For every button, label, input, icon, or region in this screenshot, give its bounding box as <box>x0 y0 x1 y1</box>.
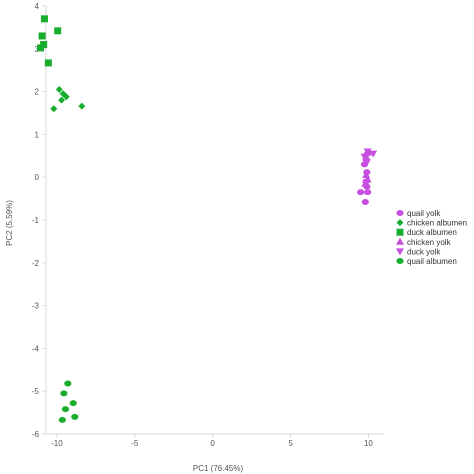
data-points <box>37 15 378 423</box>
y-tick-label: -3 <box>32 302 40 311</box>
data-point <box>362 159 371 167</box>
legend-label: duck albumen <box>407 228 457 237</box>
data-point <box>360 153 369 161</box>
legend-marker <box>396 237 404 245</box>
x-tick-label: -10 <box>51 439 63 448</box>
y-tick-label: 0 <box>35 173 40 182</box>
y-tick-label: -1 <box>32 216 40 225</box>
data-point <box>69 400 77 407</box>
legend-marker <box>396 228 404 236</box>
x-tick-label: -5 <box>131 439 139 448</box>
data-point <box>361 179 370 187</box>
legend-item: duck albumen <box>396 228 457 237</box>
data-point <box>58 416 66 423</box>
series-quail-albumen <box>58 380 79 423</box>
data-point <box>369 150 378 158</box>
data-point <box>54 27 62 35</box>
data-point <box>78 102 86 110</box>
x-tick-label: 5 <box>288 439 293 448</box>
data-point <box>361 199 369 206</box>
x-tick-label: 0 <box>210 439 215 448</box>
legend-label: chicken albumen <box>407 219 467 228</box>
data-point <box>37 44 45 52</box>
y-tick-label: 4 <box>35 2 40 11</box>
data-point <box>363 148 372 156</box>
series-chicken-albumen <box>50 85 86 113</box>
x-tick-label: 10 <box>364 439 373 448</box>
legend-label: duck yolk <box>407 247 441 256</box>
y-tick-label: 3 <box>35 45 40 54</box>
y-tick-label: -5 <box>32 387 40 396</box>
data-point <box>62 93 70 101</box>
data-point <box>59 90 67 98</box>
data-point <box>58 96 66 104</box>
legend-item: quail yolk <box>396 209 441 218</box>
data-point <box>40 15 48 23</box>
legend-marker <box>396 248 404 256</box>
legend-label: chicken yolk <box>407 238 452 247</box>
y-tick-label: 2 <box>35 88 40 97</box>
data-point <box>364 189 372 196</box>
y-tick-label: 1 <box>35 130 40 139</box>
legend-item: quail albumen <box>396 257 457 266</box>
y-tick-label: -2 <box>32 259 40 268</box>
data-point <box>55 85 63 93</box>
series-duck-albumen <box>37 15 62 67</box>
legend-label: quail yolk <box>407 209 441 218</box>
data-point <box>71 413 79 420</box>
data-point <box>64 380 72 387</box>
series-chicken-yolk <box>361 171 372 187</box>
y-axis-title: PC2 (5.59%) <box>5 200 14 246</box>
data-point <box>60 390 68 397</box>
legend-item: duck yolk <box>396 247 441 256</box>
y-tick-label: -4 <box>32 344 40 353</box>
x-axis-title: PC1 (76.45%) <box>193 464 244 473</box>
data-point <box>50 105 58 113</box>
data-point <box>357 189 365 196</box>
y-tick-label: -6 <box>32 430 40 439</box>
series-duck-yolk <box>360 148 378 167</box>
legend-marker <box>396 210 404 216</box>
legend-item: chicken yolk <box>396 237 452 247</box>
legend-marker <box>396 219 404 227</box>
legend-label: quail albumen <box>407 257 457 266</box>
legend-item: chicken albumen <box>396 219 467 228</box>
data-point <box>44 59 52 67</box>
data-point <box>61 406 70 413</box>
data-point <box>38 32 46 40</box>
legend-marker <box>396 258 404 264</box>
